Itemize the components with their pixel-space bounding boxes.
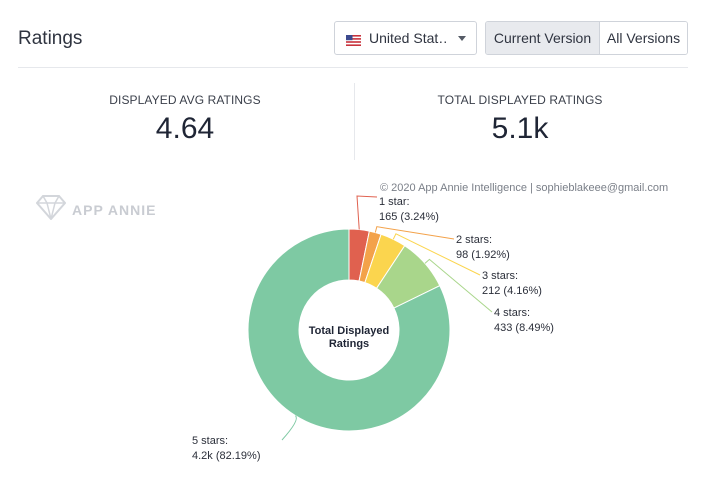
slice-label-4-star-line-1: 4 stars:	[494, 307, 530, 319]
stats-divider	[354, 83, 355, 160]
slice-label-4-star-line-2: 433 (8.49%)	[494, 322, 554, 334]
slice-label-3-star-line-1: 3 stars:	[482, 270, 518, 282]
donut-hole	[299, 280, 399, 380]
leader-line-4-star	[424, 258, 493, 313]
slice-label-2-star-line-2: 98 (1.92%)	[456, 249, 510, 261]
slice-label-3-star-line-2: 212 (4.16%)	[482, 285, 542, 297]
avg-ratings-value: 4.64	[155, 112, 215, 145]
diamond-logo-icon	[35, 194, 67, 225]
page-title: Ratings	[18, 28, 83, 49]
country-select-label: United Stat…	[369, 30, 449, 46]
slice-label-1-star-line-2: 165 (3.24%)	[379, 211, 439, 223]
slice-label-1-star-line-1: 1 star:	[379, 196, 410, 208]
current-version-button[interactable]: Current Version	[486, 22, 600, 54]
total-ratings-label: TOTAL DISPLAYED RATINGS	[437, 93, 603, 107]
slice-label-5-star-line-1: 5 stars:	[192, 435, 228, 447]
us-flag-icon	[346, 33, 361, 46]
copyright-text: © 2020 App Annie Intelligence | sophiebl…	[380, 182, 669, 194]
header-divider	[18, 67, 688, 68]
leader-line-3-star	[392, 233, 481, 276]
country-select[interactable]: United Stat…	[334, 21, 477, 55]
leader-line-2-star	[374, 226, 455, 240]
chevron-down-icon	[458, 36, 466, 41]
all-versions-button[interactable]: All Versions	[600, 22, 687, 54]
leader-line-1-star	[356, 195, 378, 230]
avg-ratings-label: DISPLAYED AVG RATINGS	[109, 93, 261, 107]
watermark-text: APP ANNIE	[72, 201, 157, 218]
slice-label-5-star-line-2: 4.2k (82.19%)	[192, 450, 260, 462]
app-annie-watermark: APP ANNIE	[35, 194, 157, 225]
donut-center-label-1: Total Displayed	[309, 325, 389, 337]
total-ratings-value: 5.1k	[491, 112, 549, 145]
version-toggle: Current Version All Versions	[485, 21, 688, 55]
leader-line-5-star	[281, 415, 297, 441]
donut-center-label-2: Ratings	[329, 338, 369, 350]
slice-label-2-star-line-1: 2 stars:	[456, 234, 492, 246]
